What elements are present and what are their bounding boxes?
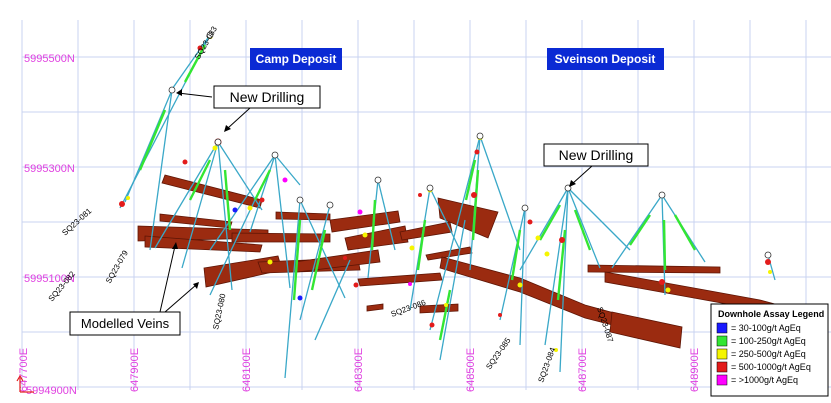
callout-new-drilling-camp: New Drilling <box>176 85 321 132</box>
easting-label: 648900E <box>689 348 701 392</box>
legend-label: = 500-1000g/t AgEq <box>731 362 811 372</box>
callout-new-drilling-sveinson: New Drilling <box>543 143 649 187</box>
legend-label: = 30-100g/t AgEq <box>731 323 801 333</box>
hole-label-sq23-080: SQ23-080 <box>211 292 228 330</box>
easting-labels: 647700E 647900E 648100E 648300E 648500E … <box>18 348 701 392</box>
northing-labels: 5995500N 5995300N 5995100N 5994900N <box>24 53 77 397</box>
legend-label: = >1000g/t AgEq <box>731 375 798 385</box>
drill-traces <box>119 34 776 379</box>
deposit-label-text: Sveinson Deposit <box>555 52 656 66</box>
legend-label: = 250-500g/t AgEq <box>731 349 806 359</box>
legend-item: = 500-1000g/t AgEq <box>716 361 811 373</box>
legend-item: = 100-250g/t AgEq <box>716 335 806 347</box>
northing-label: 5995100N <box>24 273 75 285</box>
hole-label-sq23-085: SQ23-085 <box>484 336 513 371</box>
drill-collars <box>168 31 772 259</box>
legend-item: = 30-100g/t AgEq <box>716 322 801 334</box>
legend-item: = >1000g/t AgEq <box>716 374 798 386</box>
callout-text: Modelled Veins <box>81 316 170 331</box>
hole-label-sq23-083: SQ23-083 <box>193 24 219 61</box>
callout-text: New Drilling <box>230 89 305 105</box>
legend-title: Downhole Assay Legend <box>718 309 824 319</box>
deposit-label-camp: Camp Deposit <box>250 48 342 70</box>
easting-label: 648500E <box>465 348 477 392</box>
assay-legend: Downhole Assay Legend = 30-100g/t AgEq =… <box>710 303 829 397</box>
north-arrow-icon <box>16 374 34 393</box>
deposit-label-sveinson: Sveinson Deposit <box>547 48 664 70</box>
northing-label: 5995300N <box>24 163 75 175</box>
easting-label: 648700E <box>577 348 589 392</box>
legend-label: = 100-250g/t AgEq <box>731 336 806 346</box>
easting-label: 647900E <box>129 348 141 392</box>
northing-label: 5994900N <box>26 385 77 397</box>
easting-label: 647700E <box>18 348 30 392</box>
hole-label-sq23-084: SQ23-084 <box>536 346 557 384</box>
northing-label: 5995500N <box>24 53 75 65</box>
callout-text: New Drilling <box>559 147 634 163</box>
deposit-label-text: Camp Deposit <box>256 52 337 66</box>
hole-label-sq23-079: SQ23-079 <box>104 248 130 285</box>
legend-item: = 250-500g/t AgEq <box>716 348 806 360</box>
easting-label: 648300E <box>353 348 365 392</box>
callout-modelled-veins: Modelled Veins <box>69 242 199 336</box>
assay-intervals-green <box>138 44 697 341</box>
easting-label: 648100E <box>241 348 253 392</box>
